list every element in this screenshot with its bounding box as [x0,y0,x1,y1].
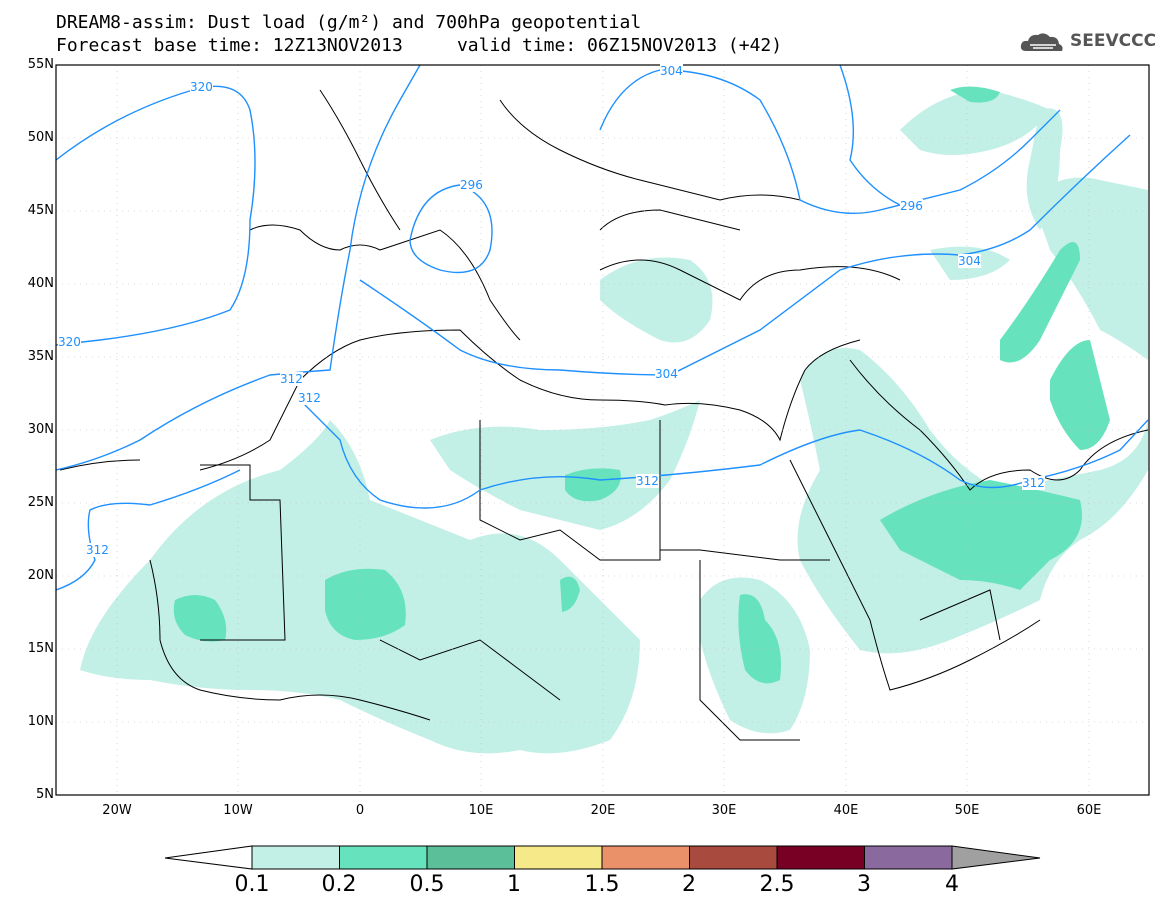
lat-label: 35N [27,349,54,364]
lon-label: 40E [833,803,859,818]
lat-label: 20N [27,568,54,583]
lat-label: 15N [27,641,54,656]
colorbar-swatch [951,845,1041,870]
colorbar-label: 0.2 [321,872,357,897]
colorbar-swatch [514,845,603,870]
colorbar-label: 2 [682,872,696,897]
lat-label: 5N [36,787,54,802]
cloud-icon [1020,33,1063,51]
colorbar-swatch [601,845,690,870]
logo-text: SEEVCCC [1070,31,1157,51]
contour-label: 312 [636,474,659,488]
lon-label: 30E [711,803,737,818]
contour-label: 304 [660,64,683,78]
map-title-line1: DREAM8-assim: Dust load (g/m²) and 700hP… [56,12,642,33]
colorbar-label: 0.1 [234,872,270,897]
colorbar-swatch [689,845,778,870]
colorbar-swatch [864,845,953,870]
lat-label: 40N [27,276,54,291]
lat-label: 30N [27,422,54,437]
coastlines [59,89,1149,741]
lat-label: 25N [27,495,54,510]
colorbar-label: 2.5 [759,872,795,897]
colorbar-swatch [251,845,340,870]
contour-label: 304 [655,367,678,381]
lon-label: 60E [1076,803,1102,818]
lon-label: 10W [223,803,253,818]
colorbar-swatch [776,845,865,870]
colorbar-label: 1.5 [584,872,620,897]
lat-label: 50N [27,130,54,145]
colorbar [164,845,1041,870]
colorbar-label: 3 [857,872,871,897]
lon-label: 50E [954,803,980,818]
dust-medium-areas [173,86,1110,684]
colorbar-label: 0.5 [409,872,445,897]
map-title-line2: Forecast base time: 12Z13NOV2013 valid t… [56,35,783,56]
colorbar-swatch [426,845,515,870]
lat-label: 45N [27,203,54,218]
contour-label: 312 [1022,476,1045,490]
plot-frame [55,64,1150,796]
contour-label: 320 [58,335,81,349]
lon-label: 20W [102,803,132,818]
lon-label: 20E [590,803,616,818]
colorbar-label: 1 [507,872,521,897]
lat-label: 10N [27,714,54,729]
contour-label: 296 [900,199,923,213]
contour-label: 304 [958,254,981,268]
grid [56,65,1149,795]
contour-label: 320 [190,80,213,94]
contour-label: 296 [460,178,483,192]
contour-label: 312 [86,543,109,557]
contour-label: 312 [298,391,321,405]
lat-label: 55N [27,57,54,72]
lon-label: 10E [468,803,494,818]
colorbar-label: 4 [945,872,959,897]
contour-label: 312 [280,372,303,386]
colorbar-swatch [339,845,428,870]
lon-label: 0 [355,803,365,818]
